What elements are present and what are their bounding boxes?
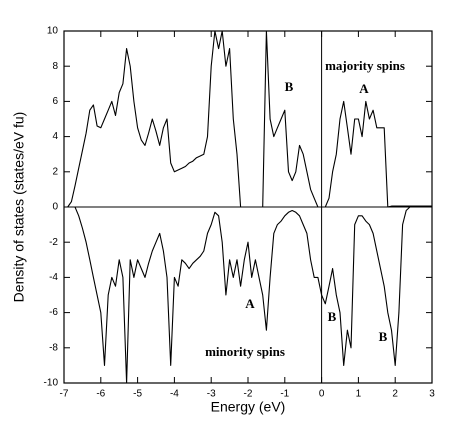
x-tick-label: -6 bbox=[96, 389, 105, 400]
x-tick-label: -4 bbox=[170, 389, 179, 400]
x-tick-label: -3 bbox=[207, 389, 216, 400]
series-line bbox=[64, 30, 432, 208]
x-tick-label: 3 bbox=[429, 389, 435, 400]
annotation: A bbox=[245, 296, 255, 311]
annotation: minority spins bbox=[205, 344, 285, 359]
y-tick-label: 8 bbox=[52, 61, 58, 72]
y-tick-label: -10 bbox=[44, 378, 59, 389]
x-tick-label: 0 bbox=[319, 389, 325, 400]
y-tick-label: 2 bbox=[52, 166, 58, 177]
x-tick-label: -2 bbox=[244, 389, 253, 400]
y-tick-label: -4 bbox=[49, 272, 58, 283]
y-tick-label: 0 bbox=[52, 202, 58, 213]
annotation: B bbox=[285, 79, 294, 94]
annotation: B bbox=[379, 329, 388, 344]
x-tick-label: -1 bbox=[280, 389, 289, 400]
annotation: B bbox=[328, 309, 337, 324]
annotation: A bbox=[359, 81, 369, 96]
y-tick-label: 10 bbox=[47, 26, 59, 37]
annotation: majority spins bbox=[325, 58, 405, 73]
y-axis-label: Density of states (states/eV fu) bbox=[11, 112, 27, 303]
x-tick-label: -7 bbox=[60, 389, 69, 400]
y-tick-label: -6 bbox=[49, 307, 58, 318]
y-tick-label: 4 bbox=[52, 131, 58, 142]
x-tick-label: 1 bbox=[356, 389, 362, 400]
y-tick-label: -2 bbox=[49, 237, 58, 248]
x-axis-label: Energy (eV) bbox=[211, 399, 286, 415]
x-tick-label: -5 bbox=[133, 389, 142, 400]
y-tick-label: -8 bbox=[49, 342, 58, 353]
y-tick-label: 6 bbox=[52, 96, 58, 107]
series-line bbox=[64, 206, 432, 384]
x-tick-label: 2 bbox=[392, 389, 398, 400]
